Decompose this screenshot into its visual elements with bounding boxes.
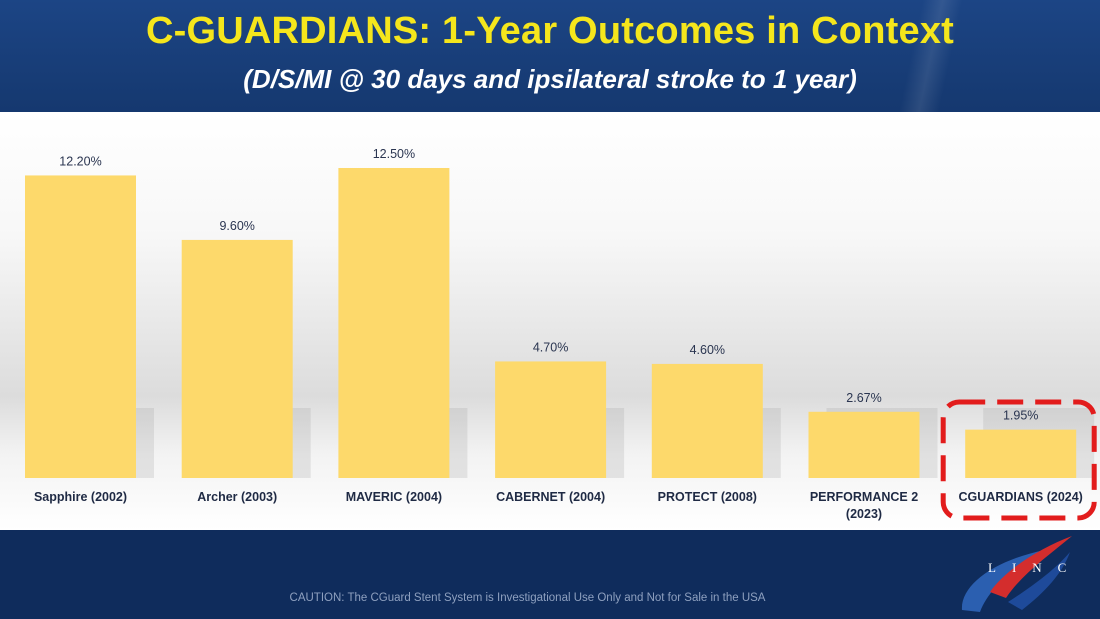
category-labels-group: Sapphire (2002) Archer (2003) MAVERIC (200… bbox=[34, 490, 1083, 521]
highlight-dashed-box bbox=[940, 399, 1097, 521]
value-label: 4.70% bbox=[533, 340, 568, 354]
bar bbox=[651, 363, 763, 478]
category-label: Archer (2003) bbox=[197, 490, 277, 504]
bar bbox=[181, 239, 293, 478]
slide-footer: CAUTION: The CGuard Stent System is Inve… bbox=[0, 530, 1100, 619]
bar bbox=[808, 411, 920, 478]
category-label: CGUARDIANS (2024) bbox=[959, 490, 1083, 504]
category-label: CABERNET (2004) bbox=[496, 490, 605, 504]
slide-header: C-GUARDIANS: 1-Year Outcomes in Context … bbox=[0, 0, 1100, 112]
caution-text: CAUTION: The CGuard Stent System is Inve… bbox=[289, 592, 766, 604]
linc-logo: LINC bbox=[950, 530, 1090, 619]
highlight-group bbox=[940, 399, 1097, 521]
slide-title: C-GUARDIANS: 1-Year Outcomes in Context bbox=[145, 10, 955, 52]
chart-panel: 12.20% 9.60% 12.50% 4.70% 4.60% 2.67% 1.95% Sa… bbox=[0, 112, 1100, 530]
category-label: MAVERIC (2004) bbox=[346, 490, 442, 504]
value-label: 1.95% bbox=[1003, 409, 1038, 423]
linc-logo-text: LINC bbox=[988, 560, 1083, 575]
value-labels-group: 12.20% 9.60% 12.50% 4.70% 4.60% 2.67% 1.95% bbox=[59, 147, 1038, 423]
category-label: Sapphire (2002) bbox=[34, 490, 127, 504]
category-label: PROTECT (2008) bbox=[658, 490, 757, 504]
value-label: 4.60% bbox=[690, 343, 725, 357]
value-label: 2.67% bbox=[846, 391, 881, 405]
value-label: 12.20% bbox=[59, 154, 101, 168]
value-label: 12.50% bbox=[373, 147, 415, 161]
bar bbox=[495, 361, 607, 478]
slide-subtitle: (D/S/MI @ 30 days and ipsilateral stroke… bbox=[243, 64, 857, 94]
value-label: 9.60% bbox=[219, 219, 254, 233]
bar bbox=[338, 168, 450, 478]
category-label: (2023) bbox=[846, 507, 882, 521]
linc-logo-swoosh-icon bbox=[961, 536, 1072, 612]
bar bbox=[965, 429, 1077, 478]
category-label: PERFORMANCE 2 bbox=[810, 490, 918, 504]
bar-chart: 12.20% 9.60% 12.50% 4.70% 4.60% 2.67% 1.95% Sa… bbox=[25, 147, 1097, 521]
bar bbox=[25, 175, 136, 478]
bars-group bbox=[25, 168, 1077, 478]
